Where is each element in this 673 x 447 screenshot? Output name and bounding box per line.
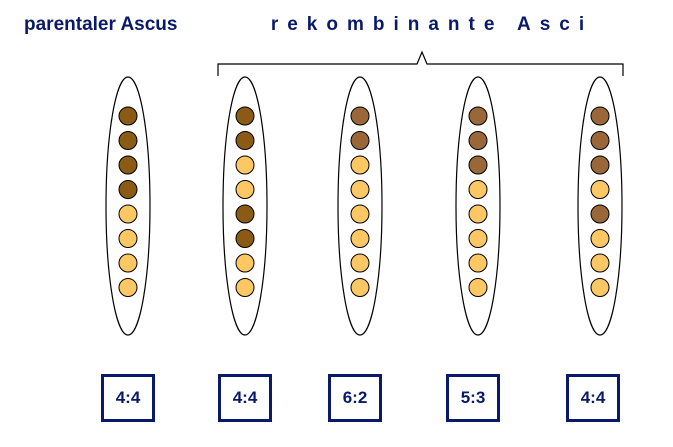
- spore-light: [118, 278, 138, 297]
- spore-light: [235, 155, 255, 175]
- spore-light: [118, 204, 138, 224]
- ratio-label: 6:2: [342, 388, 368, 407]
- recombinant-bracket: [217, 50, 624, 76]
- spore-light: [350, 204, 370, 224]
- spore-light: [350, 278, 370, 297]
- ratio-label: 4:4: [580, 388, 606, 407]
- spore-light: [468, 229, 488, 248]
- ascus-2: [222, 76, 268, 336]
- spore-dark: [118, 155, 138, 175]
- ratio-box-recombinant-1: 4:4: [218, 374, 272, 422]
- spore-light: [235, 278, 255, 297]
- spore-light: [235, 180, 255, 199]
- spore-light: [235, 253, 255, 273]
- ratio-box-parental: 4:4: [101, 374, 155, 422]
- spore-medium: [590, 106, 610, 126]
- spore-light: [468, 204, 488, 224]
- spore-medium: [350, 131, 370, 150]
- ascus-1: [105, 76, 151, 336]
- spore-medium: [468, 155, 488, 175]
- recombinant-asci-heading: rekombinante Asci: [270, 14, 594, 35]
- spore-light: [350, 229, 370, 248]
- spore-dark: [235, 229, 255, 248]
- parental-ascus-heading: parentaler Ascus: [24, 14, 178, 35]
- ratio-box-recombinant-2: 6:2: [328, 374, 382, 422]
- ratio-label: 4:4: [232, 388, 258, 407]
- spore-dark: [118, 180, 138, 199]
- ascus-3: [337, 76, 383, 336]
- ratio-label: 5:3: [460, 388, 486, 407]
- spore-light: [590, 253, 610, 273]
- spore-medium: [468, 106, 488, 126]
- spore-dark: [235, 131, 255, 150]
- asci-group: [105, 76, 623, 336]
- spore-light: [590, 229, 610, 248]
- spore-light: [118, 253, 138, 273]
- ratio-label: 4:4: [115, 388, 141, 407]
- ratio-box-recombinant-3: 5:3: [446, 374, 500, 422]
- spore-medium: [590, 204, 610, 224]
- spore-light: [350, 155, 370, 175]
- spore-light: [350, 253, 370, 273]
- spore-dark: [118, 106, 138, 126]
- spore-light: [468, 253, 488, 273]
- spore-dark: [118, 131, 138, 150]
- spore-medium: [590, 155, 610, 175]
- spore-medium: [590, 131, 610, 150]
- ascus-4: [455, 76, 501, 336]
- spore-medium: [350, 106, 370, 126]
- spore-dark: [235, 106, 255, 126]
- spore-light: [350, 180, 370, 199]
- spore-light: [590, 278, 610, 297]
- spore-light: [468, 180, 488, 199]
- ascus-5: [577, 76, 623, 336]
- spore-dark: [235, 204, 255, 224]
- spore-light: [468, 278, 488, 297]
- ratio-box-recombinant-4: 4:4: [566, 374, 620, 422]
- spore-light: [118, 229, 138, 248]
- spore-light: [590, 180, 610, 199]
- spore-medium: [468, 131, 488, 150]
